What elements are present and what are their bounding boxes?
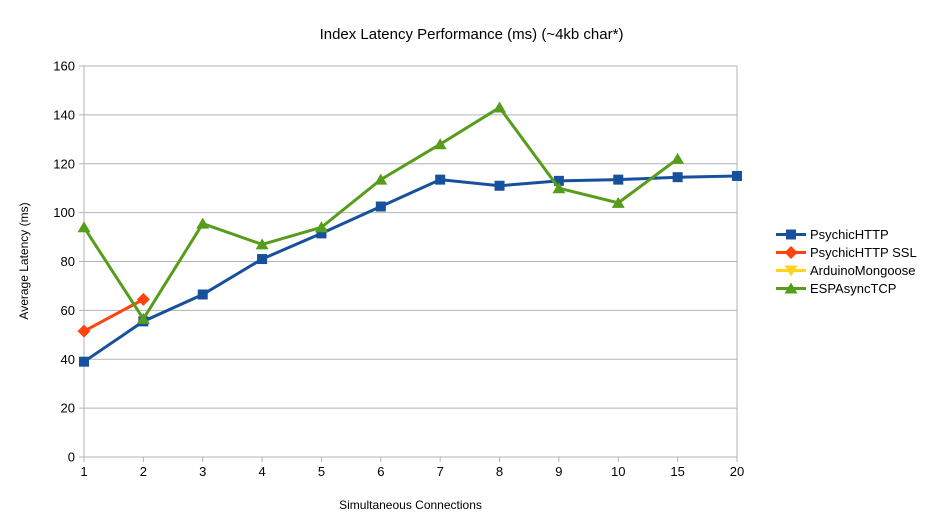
legend-label: ESPAsyncTCP (810, 281, 897, 296)
series-line-psychichttp (83, 174, 738, 363)
square-marker-icon (776, 229, 806, 240)
data-point-marker (494, 180, 505, 191)
data-point-marker (255, 238, 269, 250)
data-point-marker (79, 356, 89, 367)
triangle-down-marker-icon (776, 265, 806, 277)
legend-label: PsychicHTTP (810, 227, 889, 242)
legend-item: PsychicHTTP SSL (776, 245, 917, 260)
data-point-marker (493, 101, 507, 113)
data-point-marker (136, 292, 150, 306)
x-tick-label: 9 (555, 464, 562, 479)
data-point-marker (553, 175, 564, 186)
x-tick-label: 1 (80, 464, 87, 479)
data-point-marker (435, 174, 446, 185)
data-point-marker (196, 217, 210, 229)
data-point-marker (316, 228, 327, 239)
data-point-marker (314, 221, 328, 233)
x-tick-label: 6 (377, 464, 384, 479)
x-tick-label: 5 (318, 464, 325, 479)
y-tick-label: 120 (53, 156, 75, 171)
data-point-marker (552, 182, 566, 194)
y-tick-label: 80 (61, 254, 75, 269)
x-tick-label: 4 (258, 464, 265, 479)
x-tick-label: 7 (437, 464, 444, 479)
data-point-marker (732, 170, 742, 181)
legend-label: ArduinoMongoose (810, 263, 916, 278)
x-tick-label: 8 (496, 464, 503, 479)
y-tick-label: 60 (61, 303, 75, 318)
y-tick-label: 40 (61, 352, 75, 367)
y-tick-label: 0 (68, 450, 75, 465)
diamond-marker-icon (776, 246, 806, 259)
x-tick-label: 2 (140, 464, 147, 479)
x-tick-label: 15 (670, 464, 684, 479)
x-tick-label: 10 (611, 464, 625, 479)
y-tick-label: 100 (53, 205, 75, 220)
y-tick-label: 20 (61, 401, 75, 416)
chart-title: Index Latency Performance (ms) (~4kb cha… (319, 26, 624, 43)
data-point-marker (197, 289, 208, 300)
x-tick-label: 20 (730, 464, 744, 479)
data-point-marker (257, 254, 268, 265)
data-point-marker (136, 312, 150, 324)
legend-label: PsychicHTTP SSL (810, 245, 917, 260)
data-point-marker (374, 173, 388, 185)
triangle-up-marker-icon (776, 282, 806, 294)
data-point-marker (433, 138, 447, 150)
data-point-marker (611, 196, 625, 208)
data-point-marker (672, 172, 683, 183)
data-point-marker (77, 221, 91, 233)
series-line-espasynctcp (82, 105, 679, 322)
data-point-marker (613, 174, 624, 185)
legend-item: ArduinoMongoose (776, 263, 917, 278)
data-point-marker (375, 201, 386, 212)
x-tick-label: 3 (199, 464, 206, 479)
data-point-marker (671, 152, 685, 164)
y-tick-label: 160 (53, 59, 75, 74)
legend: PsychicHTTP PsychicHTTP SSL ArduinoMongoos… (776, 227, 917, 296)
y-tick-label: 140 (53, 107, 75, 122)
x-axis-title: Simultaneous Connections (339, 498, 482, 512)
legend-item: ESPAsyncTCP (776, 281, 917, 296)
data-point-marker (77, 324, 91, 338)
legend-item: PsychicHTTP (776, 227, 917, 242)
